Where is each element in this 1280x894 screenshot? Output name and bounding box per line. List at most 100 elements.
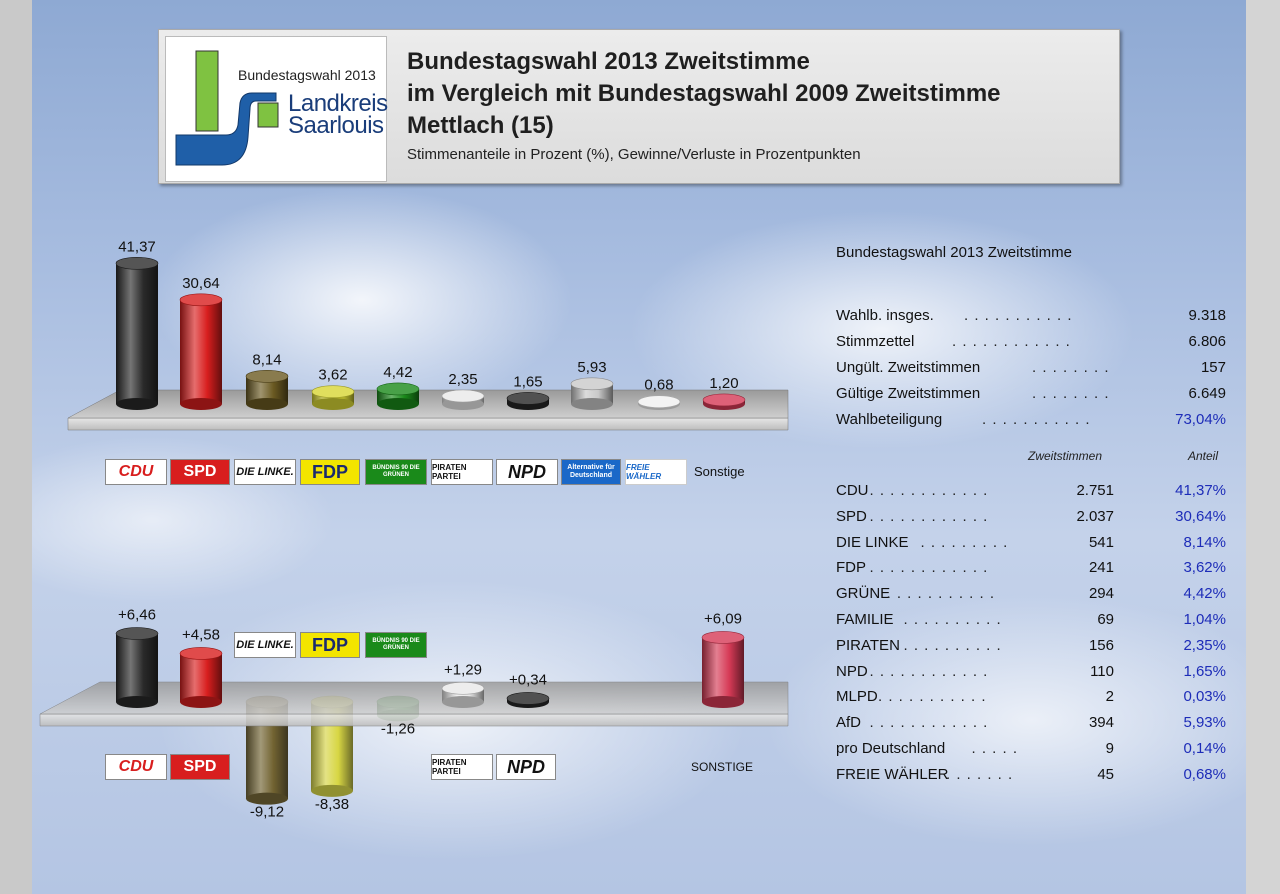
diff-bar-cdu [115, 627, 159, 708]
bar-fdp [311, 385, 355, 410]
col-header-votes: Zweitstimmen [1028, 449, 1103, 463]
bar-afd [570, 377, 614, 410]
bar-npd [506, 392, 550, 410]
page-title: Bundestagswahl 2013 Zweitstimme [407, 48, 810, 75]
right-strip [1246, 0, 1280, 894]
party-name: FDP [836, 559, 866, 577]
row-label: Ungült. Zweitstimmen [836, 359, 981, 376]
data-label: 3,62 [318, 367, 347, 384]
party-name: DIE LINKE [836, 533, 909, 551]
logo-spd-2: SPD [170, 754, 230, 780]
leader-dots: . . . . . . . . . . . . [869, 559, 989, 577]
party-name: FAMILIE [836, 611, 894, 628]
leader-dots: . . . . . . . . [1032, 359, 1110, 376]
chart-2009-diff [39, 627, 789, 805]
logo-fdp: FDP [300, 459, 360, 485]
stats-title: Bundestagswahl 2013 Zweitstimme [836, 244, 1072, 261]
diff-bar-npd [506, 692, 550, 708]
logo-die-linke: DIE LINKE. [234, 459, 296, 485]
diff-label: -1,26 [381, 720, 415, 737]
party-votes: 294 [1088, 585, 1114, 603]
leader-dots: . . . . . . . . . . . . [869, 714, 989, 732]
logo-afd: Alternative für Deutschland [561, 459, 621, 485]
party-votes: 541 [1088, 533, 1114, 551]
leader-dots: . . . . . . . . . . . . [869, 662, 989, 680]
party-name: PIRATEN [836, 636, 900, 654]
landkreis-logo: Bundestagswahl 2013 Landkreis Saarlouis [165, 36, 388, 182]
party-share: 5,93% [1183, 714, 1226, 732]
row-label: Gültige Zweitstimmen [836, 385, 981, 402]
logo-gruene-2: BÜNDNIS 90 DIE GRÜNEN [365, 632, 427, 658]
party-name: SPD [836, 507, 867, 525]
logo-graphic [175, 50, 279, 166]
row-value: 6.806 [1188, 333, 1226, 350]
party-row: PIRATEN. . . . . . . . . . 156 2,35% [836, 637, 1226, 659]
chart-2013-shares [67, 257, 789, 431]
party-votes: 110 [1090, 662, 1114, 680]
stats-row: Wahlbeteiligung . . . . . . . . . . . 73,… [836, 411, 1226, 433]
party-share: 30,64% [1175, 507, 1226, 525]
leader-dots: . . . . . . . . . [920, 533, 1009, 551]
logo-spd: SPD [170, 459, 230, 485]
logo-cdu-2: CDU [105, 754, 167, 780]
logo-npd: NPD [496, 459, 558, 485]
bar-piraten [441, 389, 485, 410]
party-share: 3,62% [1183, 559, 1226, 577]
stats-row: Gültige Zweitstimmen . . . . . . . . 6.64… [836, 385, 1226, 407]
stats-row: Wahlb. insges. . . . . . . . . . . . 9.31… [836, 307, 1226, 329]
leader-dots: . . . . . . . . . . . [878, 688, 987, 706]
logo-piraten: PIRATEN PARTEI [431, 459, 493, 485]
data-label: 41,37 [118, 238, 156, 255]
logo-gruene: BÜNDNIS 90 DIE GRÜNEN [365, 459, 427, 485]
party-share: 8,14% [1183, 533, 1226, 551]
party-row: MLPD. . . . . . . . . . . 2 0,03% [836, 688, 1226, 710]
data-label: 4,42 [383, 364, 412, 381]
party-row: GRÜNE. . . . . . . . . . . 294 4,42% [836, 585, 1226, 607]
row-value: 157 [1200, 359, 1226, 376]
leader-dots: . . . . . . . . . . . . [869, 482, 989, 499]
row-label: Wahlbeteiligung [836, 411, 943, 428]
bar-spd [179, 293, 223, 410]
row-value: 9.318 [1188, 307, 1226, 324]
party-share: 0,03% [1183, 688, 1226, 706]
logo-piraten-2: PIRATEN PARTEI [431, 754, 493, 780]
party-name: pro Deutschland [836, 740, 946, 757]
diff-label: -9,12 [250, 804, 284, 821]
data-label: 2,35 [448, 371, 477, 388]
data-label: 5,93 [577, 359, 606, 376]
charts-canvas: 41,37 30,64 8,14 3,62 4,42 2,35 1,65 5,93 0,68 1,… [39, 238, 789, 821]
row-label: Wahlb. insges. [836, 307, 934, 324]
party-votes: 69 [1097, 611, 1114, 628]
chart1-sonstige-label: Sonstige [694, 464, 745, 479]
page-title-line3: Mettlach (15) [407, 112, 554, 139]
party-votes: 45 [1097, 765, 1114, 783]
logo-cdu: CDU [105, 459, 167, 485]
party-votes: 2 [1105, 688, 1114, 706]
data-label: 1,20 [709, 375, 738, 392]
chart2-sonstige-label: SONSTIGE [691, 760, 754, 774]
data-label: 1,65 [513, 373, 542, 390]
header-panel: Bundestagswahl 2013 Landkreis Saarlouis … [158, 29, 1120, 184]
stats-row: Stimmzettel . . . . . . . . . . . . 6.806 [836, 333, 1226, 355]
party-row: SPD. . . . . . . . . . . . 2.037 30,64% [836, 508, 1226, 530]
party-row: FREIE WÄHLER. . . . . . . 45 0,68% [836, 766, 1226, 788]
party-row: FDP. . . . . . . . . . . . 241 3,62% [836, 559, 1226, 581]
bar-cdu [115, 257, 159, 410]
diff-label: -8,38 [315, 796, 349, 813]
leader-dots: . . . . . . . [946, 765, 1014, 783]
party-share: 0,68% [1183, 765, 1226, 783]
party-name: AfD [836, 714, 862, 732]
data-label: 0,68 [644, 377, 673, 394]
diff-label: +1,29 [444, 661, 482, 678]
diff-bar-piraten [441, 682, 485, 708]
diff-label: +6,46 [118, 607, 156, 624]
leader-dots: . . . . . . . . . . [903, 611, 1002, 628]
row-label: Stimmzettel [836, 333, 915, 350]
leader-dots: . . . . . [971, 740, 1019, 757]
diff-label: +6,09 [704, 610, 742, 627]
row-value: 6.649 [1188, 385, 1226, 402]
logo-npd-2: NPD [496, 754, 556, 780]
party-share: 1,04% [1183, 611, 1226, 628]
leader-dots: . . . . . . . . . . . [964, 307, 1073, 324]
party-votes: 156 [1088, 636, 1114, 654]
